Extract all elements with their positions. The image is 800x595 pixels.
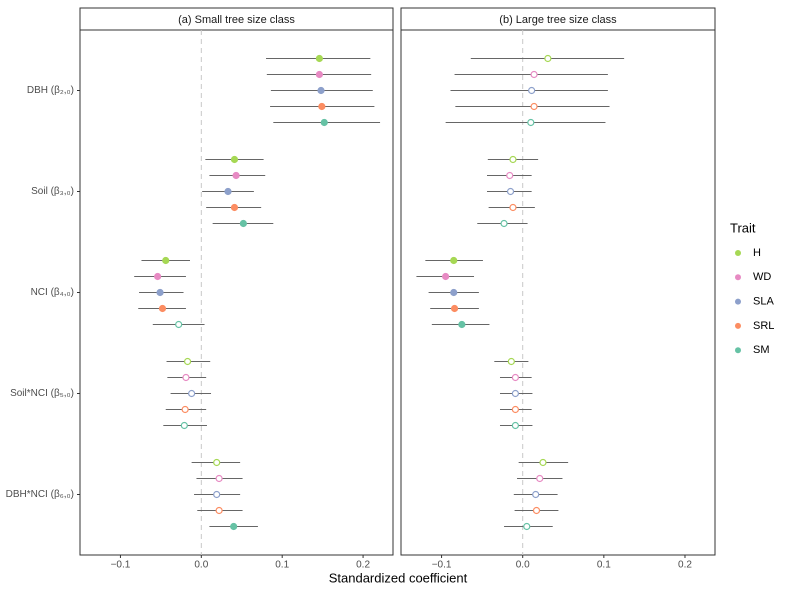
- point: [215, 506, 223, 515]
- legend-label: H: [753, 247, 761, 259]
- point: [317, 86, 325, 95]
- point: [442, 272, 450, 281]
- point: [528, 86, 536, 95]
- point: [180, 421, 188, 430]
- x-tick-label: 0.1: [597, 560, 611, 571]
- point: [232, 171, 240, 180]
- point: [230, 522, 238, 531]
- point: [530, 70, 538, 79]
- point: [315, 70, 324, 79]
- point: [224, 187, 232, 196]
- point: [450, 288, 458, 297]
- x-tick-label: 0.1: [275, 560, 289, 571]
- point: [158, 304, 167, 313]
- y-tick-label: DBH*NCI (β₆,₀): [6, 489, 74, 500]
- point: [230, 155, 239, 164]
- y-tick-label: DBH (β₂,₀): [27, 85, 74, 96]
- point: [162, 256, 170, 265]
- point: [536, 474, 544, 483]
- legend-marker: [735, 322, 741, 329]
- point: [215, 474, 223, 483]
- point: [507, 357, 515, 366]
- legend-label: SRL: [753, 320, 774, 332]
- point: [511, 389, 520, 398]
- legend-marker: [735, 250, 741, 256]
- panel-title: (b) Large tree size class: [499, 14, 617, 26]
- y-tick-label: NCI (β₄,₀): [31, 287, 74, 298]
- point: [181, 405, 189, 414]
- point: [500, 219, 508, 228]
- x-tick-label: 0.2: [356, 560, 370, 571]
- point: [506, 171, 514, 180]
- point: [509, 155, 517, 164]
- legend-marker: [735, 274, 741, 281]
- point: [239, 219, 247, 228]
- point: [509, 203, 517, 212]
- point: [532, 506, 541, 515]
- panel: [400, 29, 716, 556]
- legend-marker: [735, 298, 741, 305]
- x-tick-label: 0.2: [678, 560, 692, 571]
- point: [156, 288, 164, 297]
- point: [175, 320, 183, 329]
- point: [230, 203, 239, 212]
- point: [213, 490, 221, 499]
- point: [511, 421, 520, 430]
- point: [527, 118, 535, 127]
- point: [450, 256, 458, 265]
- legend-marker: [735, 347, 741, 354]
- x-tick-label: −0.1: [432, 560, 452, 571]
- x-tick-label: 0.0: [516, 560, 530, 571]
- panel-title: (a) Small tree size class: [178, 14, 295, 26]
- x-tick-label: 0.0: [194, 560, 208, 571]
- point: [315, 54, 324, 63]
- point: [182, 373, 190, 382]
- legend-label: SM: [753, 344, 770, 356]
- legend-title: Trait: [730, 220, 756, 235]
- point: [539, 458, 547, 467]
- legend-label: SLA: [753, 296, 774, 308]
- x-axis-label: Standardized coefficient: [329, 570, 468, 585]
- legend-label: WD: [753, 271, 771, 283]
- point: [213, 458, 221, 467]
- point: [154, 272, 162, 281]
- point: [511, 405, 520, 414]
- point: [320, 118, 328, 127]
- point: [183, 357, 192, 366]
- y-tick-label: Soil (β₃,₀): [31, 186, 74, 197]
- point: [458, 320, 466, 329]
- point: [530, 102, 538, 111]
- point: [318, 102, 326, 111]
- y-tick-label: Soil*NCI (β₅,₀): [10, 388, 74, 399]
- point: [532, 490, 540, 499]
- point: [511, 373, 520, 382]
- point: [450, 304, 459, 313]
- point: [188, 389, 196, 398]
- point: [523, 522, 531, 531]
- x-tick-label: −0.1: [111, 560, 131, 571]
- point: [544, 54, 552, 63]
- panel: [79, 29, 394, 556]
- point: [506, 187, 515, 196]
